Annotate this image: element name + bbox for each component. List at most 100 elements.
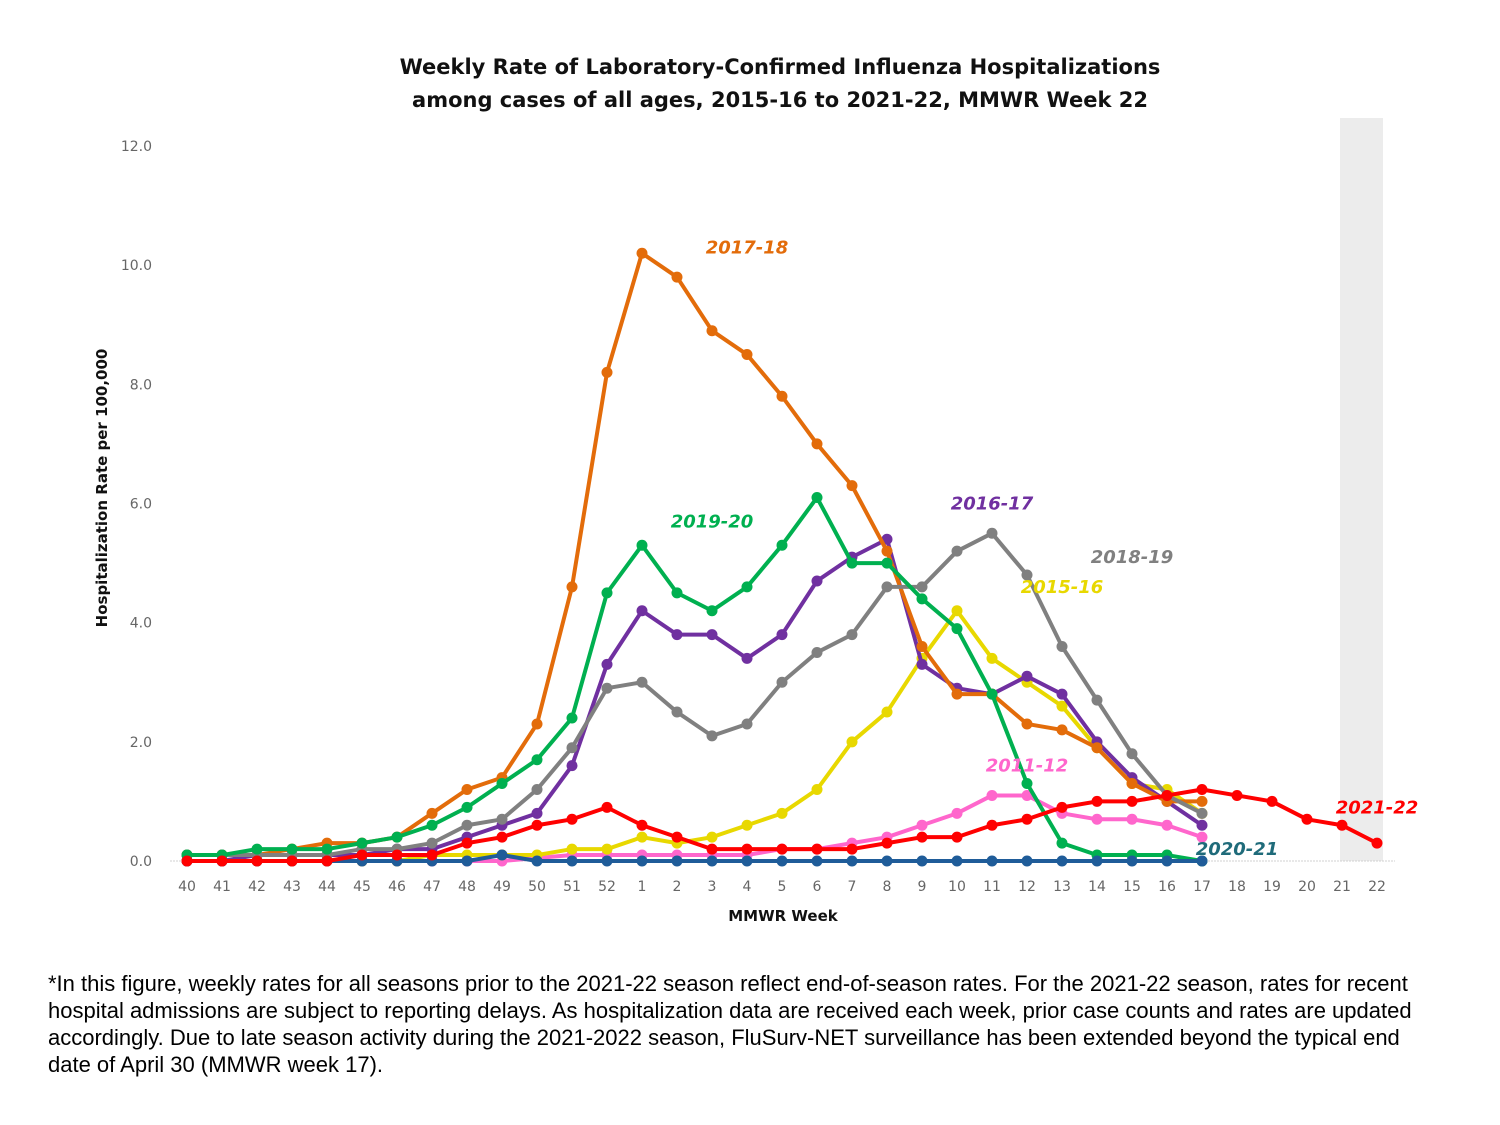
data-point-2017-18	[1196, 795, 1208, 807]
data-point-2017-18	[1091, 742, 1103, 754]
data-point-2017-18	[636, 247, 648, 259]
data-point-2021-22	[1231, 789, 1243, 801]
y-tick-label: 6.0	[130, 497, 152, 513]
x-tick-label: 52	[598, 879, 616, 895]
data-point-2016-17	[531, 807, 543, 819]
x-tick-label: 40	[178, 879, 196, 895]
x-tick-label: 20	[1298, 879, 1316, 895]
data-point-2021-22	[1301, 813, 1313, 825]
data-point-2021-22	[1336, 819, 1348, 831]
x-tick-label: 14	[1088, 879, 1106, 895]
data-point-2020-21	[1126, 855, 1138, 867]
data-point-2020-21	[601, 855, 613, 867]
x-tick-label: 17	[1193, 879, 1211, 895]
x-tick-label: 9	[918, 879, 927, 895]
data-point-2019-20	[741, 581, 753, 593]
x-tick-label: 6	[813, 879, 822, 895]
data-point-2020-21	[566, 855, 578, 867]
data-point-2011-12	[1161, 819, 1173, 831]
data-point-2017-18	[1126, 778, 1138, 790]
data-point-2017-18	[916, 641, 928, 652]
data-point-2021-22	[251, 855, 263, 867]
footnote: *In this figure, weekly rates for all se…	[48, 971, 1412, 1077]
data-point-2016-17	[1056, 688, 1068, 700]
x-tick-label: 13	[1053, 879, 1071, 895]
data-point-2021-22	[741, 843, 753, 855]
data-point-2017-18	[951, 688, 963, 700]
data-point-2017-18	[531, 718, 543, 730]
data-point-2016-17	[776, 629, 788, 641]
data-point-2020-21	[811, 855, 823, 867]
y-tick-labels: 0.0 2.0 4.0 6.0 8.0 10.0 12.0	[121, 139, 152, 870]
x-tick-label: 5	[778, 879, 787, 895]
x-tick-label: 7	[848, 879, 857, 895]
data-point-2021-22	[531, 819, 543, 831]
data-point-2011-12	[1126, 813, 1138, 825]
data-point-2011-12	[951, 807, 963, 819]
data-point-2021-22	[1161, 789, 1173, 801]
data-point-2020-21	[986, 855, 998, 867]
data-point-2016-17	[566, 760, 578, 772]
data-point-2019-20	[951, 623, 963, 635]
data-point-2021-22	[601, 801, 613, 813]
x-axis-title: MMWR Week	[728, 907, 839, 925]
data-point-2021-22	[1371, 837, 1383, 849]
data-point-2016-17	[671, 629, 683, 641]
data-point-2015-16	[706, 831, 718, 843]
data-point-2018-19	[496, 813, 508, 825]
data-point-2021-22	[1126, 795, 1138, 807]
data-point-2017-18	[1021, 718, 1033, 730]
data-point-2020-21	[1091, 855, 1103, 867]
data-point-2019-20	[286, 843, 298, 855]
x-tick-label: 22	[1368, 879, 1386, 895]
data-point-2021-22	[671, 831, 683, 843]
data-point-2020-21	[741, 855, 753, 867]
series-label-2021-22: 2021-22	[1336, 797, 1419, 818]
data-point-2019-20	[531, 754, 543, 766]
x-tick-label: 21	[1333, 879, 1351, 895]
series-label-2011-12: 2011-12	[986, 756, 1069, 777]
series-label-2019-20: 2019-20	[671, 511, 754, 532]
data-point-2021-22	[356, 849, 368, 861]
series-line-2018-19	[187, 531, 1203, 858]
data-point-2021-22	[636, 819, 648, 831]
y-axis-title: Hospitalization Rate per 100,000	[93, 349, 111, 628]
data-point-2016-17	[706, 629, 718, 641]
series-line-2019-20	[187, 495, 1203, 863]
y-tick-label: 4.0	[130, 616, 152, 632]
shaded-reporting-delay-region	[1340, 118, 1383, 861]
data-point-2018-19	[636, 676, 648, 688]
data-point-2019-20	[566, 712, 578, 724]
data-point-2020-21	[1196, 855, 1208, 867]
chart-title-line-2: among cases of all ages, 2015-16 to 2021…	[412, 88, 1148, 112]
x-tick-label: 42	[248, 879, 266, 895]
data-point-2018-19	[601, 682, 613, 694]
data-point-2018-19	[426, 837, 438, 849]
shaded-region-layer	[1340, 118, 1383, 861]
series-label-2015-16: 2015-16	[1021, 577, 1104, 598]
data-point-2018-19	[986, 527, 998, 539]
x-tick-label: 18	[1228, 879, 1246, 895]
data-point-2021-22	[916, 831, 928, 843]
data-point-2018-19	[1091, 694, 1103, 706]
y-tick-label: 2.0	[130, 735, 152, 751]
data-point-2015-16	[566, 843, 578, 855]
data-point-2021-22	[706, 843, 718, 855]
data-point-2021-22	[566, 813, 578, 825]
data-point-2018-19	[741, 718, 753, 730]
x-tick-label: 47	[423, 879, 441, 895]
data-point-2011-12	[916, 819, 928, 831]
data-point-2020-21	[951, 855, 963, 867]
data-point-2020-21	[496, 849, 508, 861]
data-point-2018-19	[671, 706, 683, 718]
x-tick-label: 12	[1018, 879, 1036, 895]
data-point-2019-20	[986, 688, 998, 700]
data-point-2019-20	[251, 843, 263, 855]
data-point-2021-22	[461, 837, 473, 849]
data-point-2020-21	[706, 855, 718, 867]
data-point-2019-20	[706, 605, 718, 617]
data-point-2018-19	[916, 581, 928, 593]
data-point-2021-22	[1021, 813, 1033, 825]
chart-title-line-1: Weekly Rate of Laboratory-Confirmed Infl…	[400, 55, 1161, 79]
data-point-2020-21	[1021, 855, 1033, 867]
